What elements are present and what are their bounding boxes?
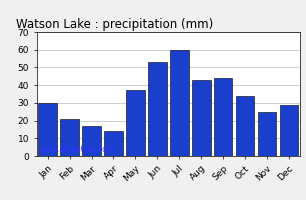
- Bar: [236, 96, 254, 156]
- Bar: [82, 126, 101, 156]
- Bar: [170, 50, 188, 156]
- Bar: [258, 112, 276, 156]
- Bar: [214, 78, 233, 156]
- Bar: [60, 119, 79, 156]
- Text: Watson Lake : precipitation (mm): Watson Lake : precipitation (mm): [16, 18, 213, 31]
- Bar: [192, 80, 211, 156]
- Bar: [104, 131, 123, 156]
- Text: www.allmetsat.com: www.allmetsat.com: [39, 145, 114, 154]
- Bar: [126, 90, 145, 156]
- Bar: [280, 105, 298, 156]
- Bar: [38, 103, 57, 156]
- Bar: [148, 62, 167, 156]
